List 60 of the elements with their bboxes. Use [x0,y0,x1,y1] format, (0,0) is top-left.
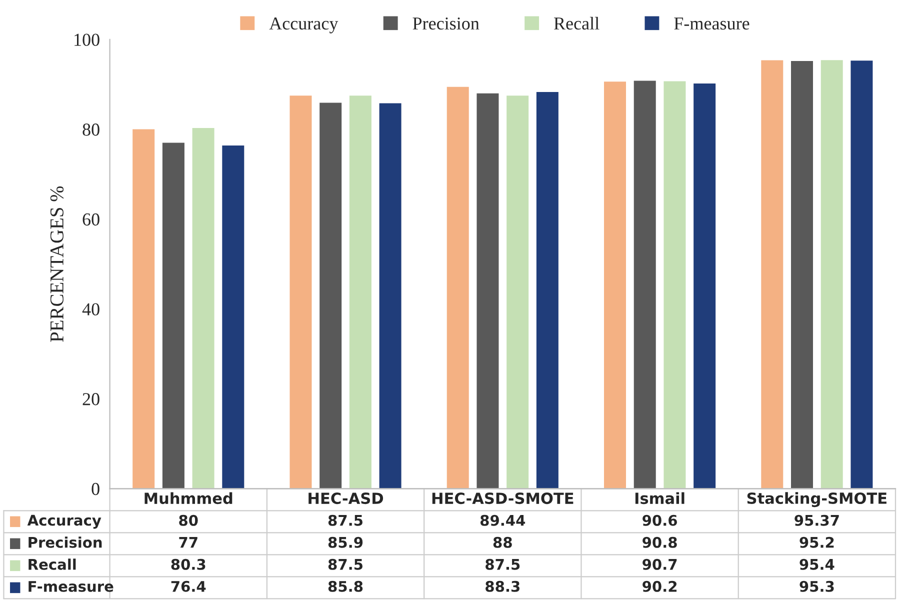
y-tick-label: 0 [92,482,100,496]
bar [694,83,716,489]
bar [290,96,312,489]
bar [132,129,155,489]
legend-label: Accuracy [269,18,338,34]
y-tick-label: 40 [82,303,100,316]
text: F-measure [28,581,114,592]
bar [761,60,784,489]
data-label: 76.4 [171,580,206,592]
bar [446,86,469,489]
data-label: 87.5 [486,558,520,570]
y-tick-label: 80 [82,124,100,136]
bar [192,128,214,489]
x-tick-label: HEC-ASD [308,492,384,504]
data-label: 95.37 [794,514,839,526]
x-tick-label: Stacking-SMOTE [747,492,886,508]
data-label: 87.5 [328,514,362,526]
data-label: 90.2 [642,580,677,592]
data-label: 80 [179,514,198,526]
bar [604,82,626,489]
bar [222,145,244,489]
data-label: 87.5 [328,558,362,570]
data-label: 95.4 [800,558,834,570]
y-tick-label: 20 [82,393,100,406]
y-axis-title: PERCENTAGES % [50,186,64,342]
data-label: 90.6 [642,514,677,526]
bar [349,96,372,489]
bar [634,80,656,489]
data-label: 90.8 [642,536,677,548]
bar [820,60,843,489]
x-tick-label: Ismail [635,492,684,504]
x-tick-label: Muhmmed [144,492,232,504]
text: Recall [28,558,76,570]
bar [850,60,873,489]
bar [162,142,184,489]
y-tick-label: 100 [74,34,100,46]
bar [320,102,342,489]
bar [664,81,686,489]
legend-label: Precision [412,17,480,30]
text: Accuracy [27,514,102,529]
y-tick-label: 60 [82,213,100,226]
data-label: 90.7 [642,558,677,570]
data-label: 95.2 [800,536,834,548]
data-label: 95.3 [800,580,834,592]
data-label: 77 [179,537,198,548]
x-tick-label: HEC-ASD-SMOTE [432,492,574,504]
bar [476,93,499,489]
legend-label: F-measure [674,18,750,30]
legend-label: Recall [554,16,600,30]
bar [791,61,813,489]
bar [536,92,558,489]
data-label: 85.9 [328,536,363,548]
data-label: 80.3 [171,558,206,570]
data-label: 85.8 [328,580,363,592]
text: Precision [28,536,102,548]
bar [506,96,529,489]
data-label: 88.3 [486,580,520,592]
data-label: 88 [493,536,512,548]
data-label: 89.44 [480,514,526,526]
bar [379,103,402,489]
